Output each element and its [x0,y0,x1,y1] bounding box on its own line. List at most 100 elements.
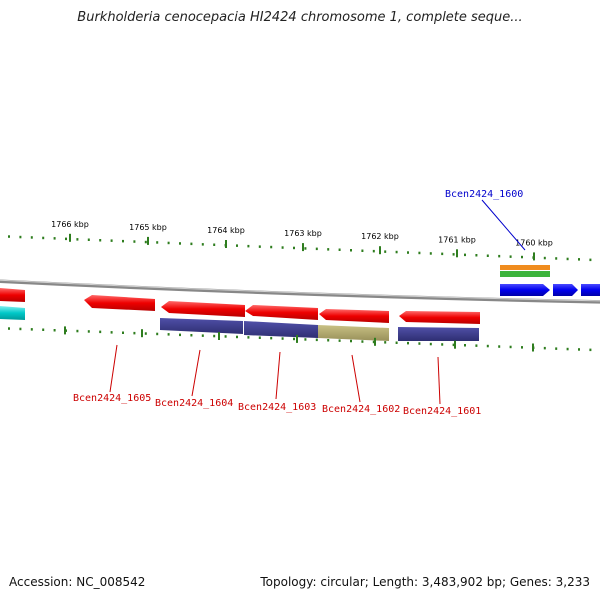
scale-dot [327,248,330,251]
scale-major-tick [533,252,535,261]
scale-dot [429,252,432,255]
scale-dot [179,242,181,245]
lower-dot [464,344,466,347]
purple-block-2[interactable] [244,321,318,338]
olive-block[interactable] [318,325,389,341]
gene-arrow-left-edge[interactable] [0,288,25,302]
lower-dot [167,333,170,336]
scale-dot [509,255,512,258]
lower-dot [441,343,444,346]
scale-label: 1766 kbp [51,220,89,229]
scale-dot [384,250,387,253]
gene-label-bcen2424-1600[interactable]: Bcen2424_1600 [445,189,523,200]
lower-dot [338,339,341,342]
lower-dot [486,344,489,348]
scale-label: 1761 kbp [438,235,476,244]
orange-feature[interactable] [500,265,550,270]
map-title: Burkholderia cenocepacia HI2424 chromoso… [77,10,523,25]
lower-major-tick [532,343,534,352]
gene-arrow-cyan[interactable] [0,306,25,320]
leader-bcen2424-1601 [437,356,441,405]
scale-dot [589,258,592,262]
chromosome-backbone [0,279,600,304]
gene-label-bcen2424-1601[interactable]: Bcen2424_1601 [403,406,481,417]
lower-dot [543,346,546,350]
scale-label: 1760 kbp [515,238,553,247]
lower-dot [156,332,159,336]
purple-block-1[interactable] [160,318,243,334]
scale-dot [99,239,102,242]
lower-tick-track [8,326,592,352]
gene-arrow-bcen2424-1605[interactable] [84,295,155,311]
scale-dot [464,253,466,257]
gene-label-bcen2424-1605[interactable]: Bcen2424_1605 [73,393,151,404]
lower-dot [555,347,558,350]
leader-bcen2424-1602 [351,354,361,403]
gene-arrow-forward-3[interactable] [581,284,600,296]
lower-major-tick [454,340,456,349]
lower-dot [509,345,512,349]
lower-dot [521,346,523,349]
leader-bcen2424-1604 [191,349,201,397]
scale-dot [122,239,124,243]
gene-label-bcen2424-1604[interactable]: Bcen2424_1604 [155,398,233,409]
lower-dot [589,348,592,352]
scale-dot [350,249,352,252]
gene-arrow-bcen2424-1604[interactable] [161,301,245,317]
scale-dot [133,240,136,243]
scale-dot [555,257,558,260]
lower-dot [475,344,478,347]
lower-dot [395,341,398,344]
scale-dot [144,240,147,244]
scale-dot [486,254,489,257]
leader-bcen2424-1605 [109,344,118,393]
gene-arrow-bcen2424-1602[interactable] [319,309,389,323]
scale-dot [372,249,375,253]
lower-major-tick [374,337,376,346]
purple-block-3[interactable] [398,327,479,341]
lower-dot [270,336,273,340]
scale-label: 1763 kbp [284,229,322,238]
scale-dot [53,237,56,240]
lower-dot [418,342,421,345]
scale-major-tick [379,246,381,255]
lower-dot [213,334,216,338]
lower-dot [452,343,455,347]
lower-dot [372,340,375,344]
green-feature[interactable] [500,271,550,277]
scale-dot [8,235,10,238]
gene-label-bcen2424-1602[interactable]: Bcen2424_1602 [322,404,400,415]
lower-dot [384,341,387,344]
lower-dot [133,331,136,335]
scale-dot [156,241,159,244]
forward-features [500,265,600,296]
scale-dot [190,242,193,246]
scale-dot [304,247,307,250]
lower-dot [110,331,113,334]
lower-dot [293,337,295,341]
scale-dot [452,253,455,256]
scale-dot [270,245,273,249]
lower-dot [122,331,124,334]
scale-dot [521,255,523,259]
lower-dot [429,342,432,346]
scale-dot [498,254,501,258]
gene-label-bcen2424-1603[interactable]: Bcen2424_1603 [238,402,316,413]
lower-dot [361,340,364,343]
lower-dot [304,338,307,341]
genome-summary: Topology: circular; Length: 3,483,902 bp… [260,575,590,589]
scale-dot [338,248,341,251]
lower-dot [76,329,79,333]
lower-major-tick [141,329,143,338]
gene-arrow-forward-2[interactable] [553,284,578,296]
lower-dot [578,348,580,351]
gene-arrow-bcen2424-1603[interactable] [245,305,318,320]
lower-dot [350,339,352,343]
scale-dot [110,239,113,242]
leader-lines [109,199,526,405]
gene-arrow-bcen2424-1601[interactable] [399,311,480,324]
scale-dot [87,238,90,241]
lower-dot [498,345,501,348]
gene-arrow-bcen2424-1600[interactable] [500,284,550,296]
